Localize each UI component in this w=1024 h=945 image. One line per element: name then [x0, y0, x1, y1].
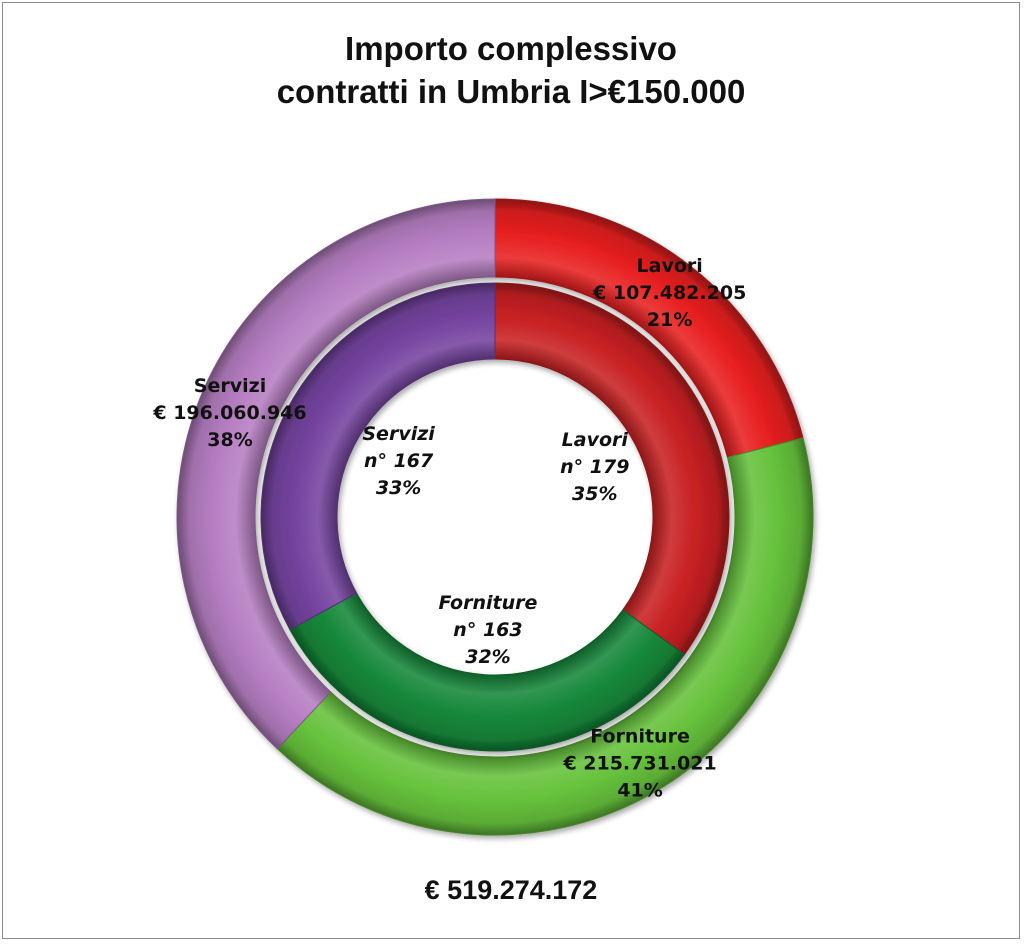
- outer-slice-forniture: [276, 437, 814, 836]
- outer-label-lavori-name: Lavori: [637, 255, 703, 277]
- inner-label-servizi-percent: 33%: [376, 477, 421, 499]
- outer-label-servizi-percent: 38%: [207, 429, 252, 451]
- inner-label-servizi-value: n° 167: [364, 450, 434, 472]
- outer-label-forniture-percent: 41%: [617, 779, 662, 801]
- inner-label-lavori-value: n° 179: [560, 456, 629, 478]
- chart-title-line-2: contratti in Umbria I>€150.000: [276, 73, 746, 110]
- outer-label-servizi: Servizi € 196.060.946 38%: [152, 375, 306, 451]
- outer-label-forniture-value: € 215.731.021: [562, 752, 716, 774]
- chart-title: Importo complessivo contratti in Umbria …: [3, 27, 1019, 113]
- outer-slice-servizi: [176, 198, 496, 750]
- inner-label-servizi: Servizi n° 167 33%: [362, 423, 435, 499]
- inner-label-lavori: Lavori n° 179 35%: [560, 429, 629, 505]
- inner-slice-servizi: [260, 282, 496, 631]
- chart-title-line-1: Importo complessivo: [345, 30, 677, 67]
- outer-label-servizi-name: Servizi: [194, 375, 266, 397]
- inner-label-forniture-name: Forniture: [439, 592, 538, 614]
- outer-label-lavori-value: € 107.482.205: [592, 282, 746, 304]
- outer-label-forniture-name: Forniture: [590, 725, 690, 747]
- total-amount-label: € 519.274.172: [424, 875, 598, 905]
- inner-ring: [260, 282, 730, 752]
- outer-label-lavori-percent: 21%: [647, 309, 692, 331]
- inner-slice-lavori: [494, 282, 730, 656]
- doughnut-chart: Lavori € 107.482.205 21% Forniture € 215.731…: [152, 198, 814, 836]
- inner-label-forniture-percent: 32%: [465, 646, 510, 668]
- inner-label-forniture-value: n° 163: [453, 619, 522, 641]
- inner-label-forniture: Forniture n° 163 32%: [439, 592, 538, 668]
- inner-label-servizi-name: Servizi: [362, 423, 435, 445]
- inner-slice-forniture: [289, 592, 686, 752]
- segment-labels: Lavori € 107.482.205 21% Forniture € 215.731…: [152, 255, 746, 802]
- outer-label-lavori: Lavori € 107.482.205 21%: [592, 255, 746, 331]
- inner-label-lavori-percent: 35%: [572, 483, 617, 505]
- inner-label-lavori-name: Lavori: [562, 429, 629, 451]
- outer-ring: [176, 198, 814, 836]
- outer-label-forniture: Forniture € 215.731.021 41%: [562, 725, 716, 801]
- outer-label-servizi-value: € 196.060.946: [152, 402, 306, 424]
